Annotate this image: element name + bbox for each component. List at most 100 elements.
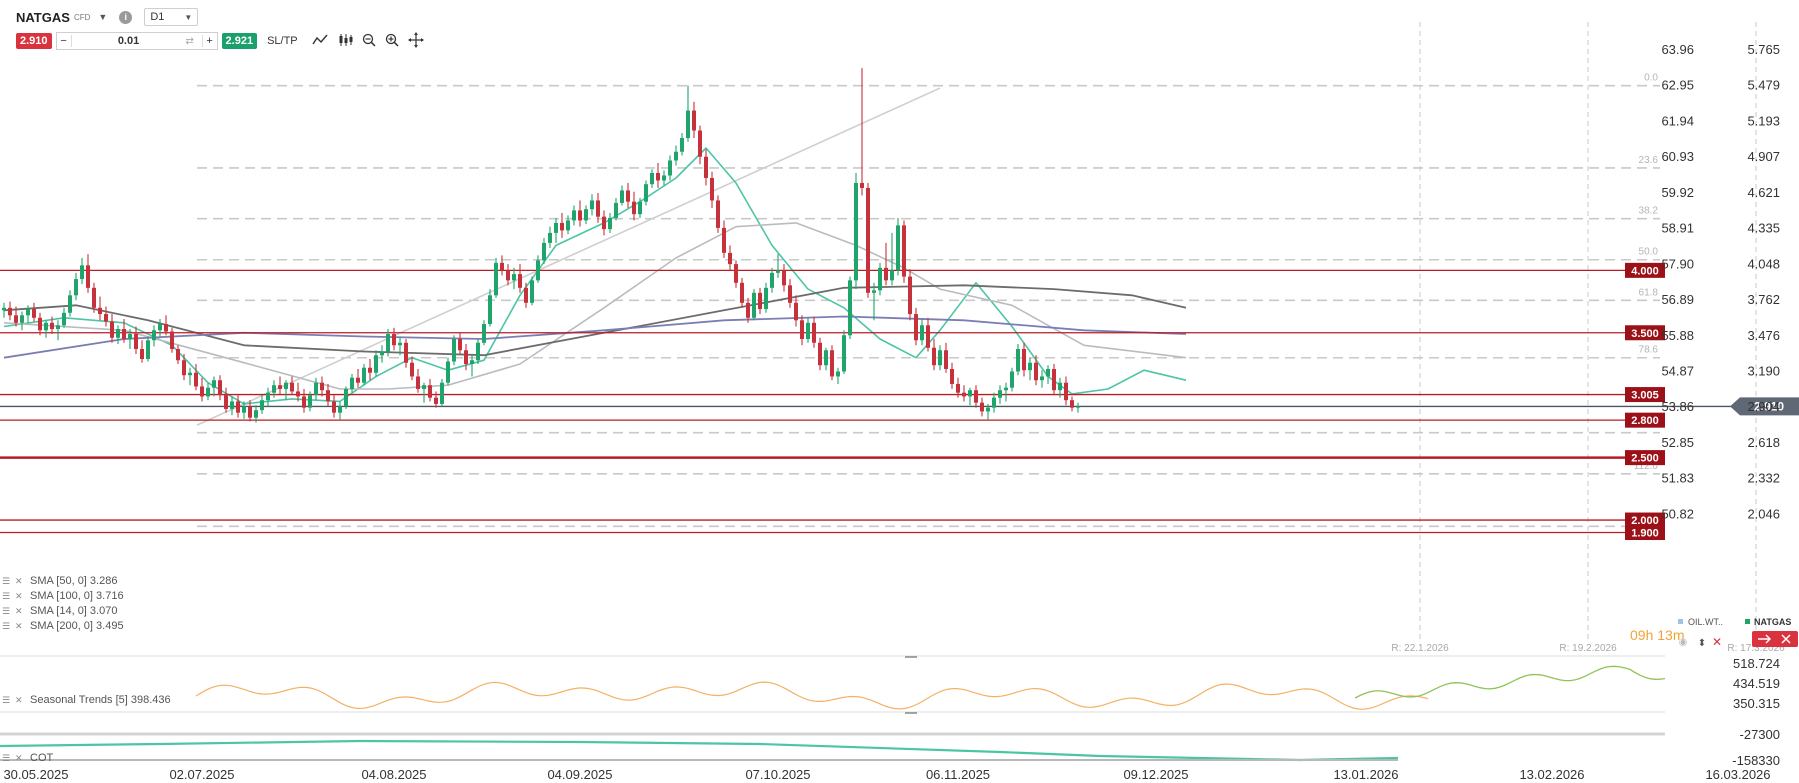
candle-body (632, 201, 636, 215)
price-axis-left-label: 52.85 (1661, 435, 1694, 450)
symbol-dropdown-icon[interactable]: ▼ (98, 12, 108, 22)
level-tag[interactable] (1625, 325, 1665, 341)
natgas-badge[interactable] (1752, 631, 1798, 647)
candle (194, 363, 198, 391)
crosshair-icon[interactable] (407, 31, 424, 51)
candle-body (266, 392, 270, 401)
candle-body (1058, 382, 1062, 391)
candle (446, 357, 450, 386)
current-price-tag (1730, 397, 1799, 416)
level-tag[interactable] (1625, 450, 1665, 466)
level-label: 4.000 (1631, 265, 1659, 277)
oil-color-swatch (1678, 619, 1683, 624)
candle-body (806, 322, 810, 340)
level-label: 2.000 (1631, 515, 1659, 527)
increase-volume-button[interactable]: + (201, 35, 217, 47)
candle (596, 192, 600, 223)
sltp-button[interactable]: SL/TP (267, 35, 298, 47)
candle (956, 377, 960, 398)
line-chart-icon[interactable] (312, 34, 328, 49)
candle-body (158, 324, 162, 331)
level-tag[interactable] (1625, 262, 1665, 278)
trendline[interactable] (196, 87, 941, 426)
price-axis-left-label: 58.91 (1661, 221, 1694, 236)
candle-body (566, 220, 570, 231)
symbol-name[interactable]: NATGAS (16, 9, 70, 25)
rollover-markers: R: 22.1.2026 R: 19.2.2026 R: 17.3.2026 (1391, 22, 1785, 654)
candle (608, 212, 612, 233)
candle (356, 368, 360, 388)
candle-body (560, 222, 564, 231)
price-axis-right-label: 2.904 (1747, 399, 1780, 414)
candle (818, 337, 822, 371)
candle-body (974, 390, 978, 403)
volume-value[interactable]: 0.01 (117, 35, 140, 47)
candle (1046, 365, 1050, 384)
candle (44, 320, 48, 338)
candle (434, 391, 438, 408)
time-axis-label: 07.10.2025 (745, 767, 810, 782)
candle (710, 171, 714, 208)
close-icon[interactable] (1781, 634, 1791, 644)
candle-body (872, 290, 876, 293)
candle-body (848, 280, 852, 336)
trendline-segment[interactable] (196, 87, 941, 426)
level-tag[interactable] (1625, 387, 1665, 403)
candle-body (86, 265, 90, 288)
candle-body (248, 406, 252, 418)
volume-input[interactable]: − 0.01 ⇄ + (55, 32, 218, 50)
candle (590, 194, 594, 216)
candle-body (968, 390, 972, 397)
candle (860, 68, 864, 196)
candles-icon[interactable] (338, 33, 354, 50)
timeframe-select[interactable]: D1 ▼ (144, 8, 199, 26)
candle-body (818, 342, 822, 366)
candle (80, 257, 84, 285)
sell-button[interactable]: 2.910 (16, 33, 52, 49)
reorder-icon[interactable]: ⬍ (1698, 638, 1706, 649)
candle (98, 296, 102, 321)
time-axis-label: 04.08.2025 (361, 767, 426, 782)
price-axis-left-label: 51.83 (1661, 471, 1694, 486)
level-tag[interactable] (1625, 512, 1665, 528)
candle-body (884, 267, 888, 281)
candle-body (332, 401, 336, 413)
level-tag[interactable] (1625, 525, 1665, 541)
candle-body (110, 321, 114, 338)
zoom-in-icon[interactable] (385, 33, 399, 50)
close-icon[interactable]: ✕ (1712, 635, 1722, 649)
eye-icon[interactable]: ◉ (1679, 637, 1688, 648)
candle (692, 101, 696, 139)
swap-icon[interactable]: ⇄ (185, 35, 194, 47)
candle (872, 282, 876, 321)
candle-body (536, 260, 540, 281)
candle-body (1046, 368, 1050, 377)
candle (506, 264, 510, 286)
zoom-out-icon[interactable] (362, 33, 376, 50)
candle (14, 306, 18, 327)
candle-body (656, 172, 660, 181)
level-tag[interactable] (1625, 412, 1665, 428)
price-axis-right-label: 2.618 (1747, 435, 1780, 450)
candle (170, 327, 174, 353)
candle (218, 375, 222, 401)
candle (722, 220, 726, 258)
candle-body (320, 382, 324, 391)
info-icon[interactable]: i (119, 10, 133, 24)
candle-body (734, 264, 738, 283)
candle (152, 325, 156, 347)
cot-line (0, 739, 1399, 762)
candle-body (182, 360, 186, 376)
candle-body (92, 287, 96, 308)
rollover-label: R: 22.1.2026 (1391, 643, 1449, 654)
candle (296, 382, 300, 402)
candle-body (788, 285, 792, 303)
candle-body (374, 355, 378, 373)
candle (782, 264, 786, 292)
seasonal-trends-label: Seasonal Trends [5] 398.436 (30, 694, 171, 706)
decrease-volume-button[interactable]: − (57, 35, 72, 47)
candle (1076, 402, 1080, 413)
buy-button[interactable]: 2.921 (221, 33, 258, 49)
